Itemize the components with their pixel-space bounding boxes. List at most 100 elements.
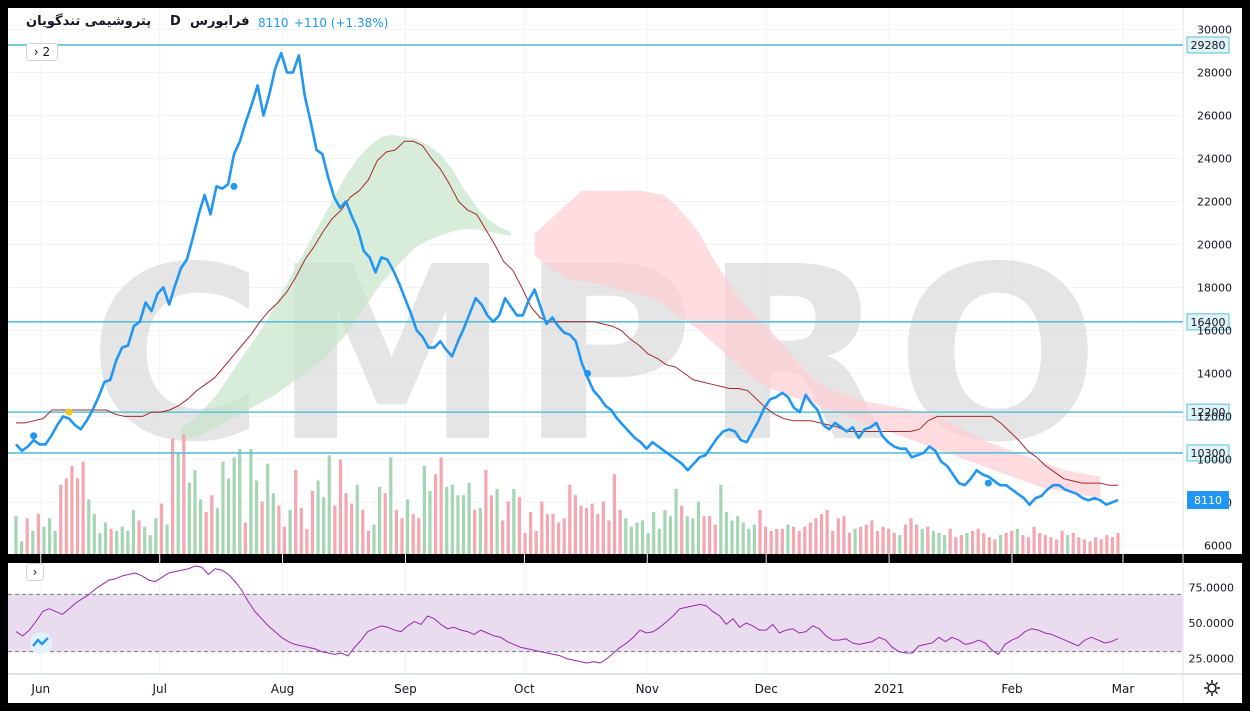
volume-bar — [1004, 533, 1008, 554]
volume-bar — [987, 537, 991, 554]
volume-bar — [892, 533, 896, 554]
y-tick-label: 14000 — [1197, 367, 1232, 380]
volume-bar — [931, 530, 936, 554]
level-price-label: 29280 — [1191, 39, 1226, 52]
volume-bar — [221, 461, 225, 554]
volume-bar — [702, 516, 706, 554]
last-price-label: 8110 — [1194, 494, 1222, 507]
volume-bar — [529, 512, 533, 554]
volume-bar — [562, 518, 566, 554]
volume-bar — [42, 526, 46, 554]
indicators-collapse-button[interactable]: › 2 — [26, 43, 58, 61]
signal-marker — [65, 408, 73, 416]
volume-bar — [92, 514, 96, 554]
volume-bar — [75, 478, 80, 554]
volume-bar — [898, 535, 902, 554]
volume-bar — [1088, 541, 1092, 554]
volume-bar — [238, 449, 242, 554]
volume-bars — [14, 434, 1120, 554]
volume-bar — [663, 509, 667, 554]
volume-bar — [970, 530, 975, 554]
volume-bar — [909, 518, 913, 554]
volume-bar — [747, 528, 751, 554]
volume-bar — [120, 526, 124, 554]
volume-bar — [305, 528, 309, 554]
rsi-series — [15, 565, 1119, 664]
volume-bar — [210, 495, 214, 554]
y-tick-label: 20000 — [1197, 238, 1232, 251]
volume-bar — [165, 524, 169, 554]
volume-bar — [545, 514, 550, 554]
y-tick-label: 16000 — [1197, 324, 1232, 337]
volume-bar — [1071, 533, 1075, 554]
volume-bar — [551, 514, 555, 554]
volume-bar — [696, 501, 701, 554]
x-tick-label: Nov — [636, 682, 659, 696]
volume-bar — [584, 507, 589, 554]
volume-bar — [903, 524, 908, 554]
volume-bar — [243, 522, 247, 554]
volume-bar — [19, 541, 24, 554]
volume-bar — [1043, 535, 1047, 554]
volume-bar — [456, 495, 460, 554]
price-series — [15, 51, 1119, 506]
volume-bar — [674, 488, 678, 554]
y-tick-label: 12000 — [1197, 410, 1232, 423]
volume-bar — [1021, 535, 1025, 554]
level-price-label: 10300 — [1191, 447, 1226, 460]
x-tick-label: Dec — [755, 682, 778, 696]
volume-bar — [557, 522, 561, 554]
symbol-name: پتروشیمی تندگویان — [26, 14, 152, 29]
volume-bar — [148, 535, 152, 554]
volume-bar — [1082, 539, 1087, 554]
x-tick-label: Jun — [30, 682, 50, 696]
volume-bar — [316, 480, 320, 554]
volume-bar — [976, 528, 980, 554]
volume-bar — [322, 497, 326, 554]
volume-bar — [769, 530, 773, 554]
volume-bar — [81, 461, 85, 554]
volume-bar — [366, 530, 371, 554]
gear-icon[interactable] — [1200, 678, 1224, 698]
cloud-bear — [534, 190, 1101, 499]
volume-bar — [394, 509, 398, 554]
volume-bar — [87, 499, 91, 554]
volume-bar — [489, 495, 494, 554]
x-tick-label: 2021 — [874, 682, 905, 696]
kijun-series — [16, 140, 1118, 486]
volume-bar — [1077, 537, 1081, 554]
volume-bar — [763, 526, 768, 554]
timeframe-label[interactable]: D — [170, 14, 181, 29]
volume-bar — [428, 491, 432, 554]
chevron-right-icon: › — [32, 565, 38, 579]
rsi-tick-label: 25.0000 — [1189, 653, 1235, 666]
volume-bar — [187, 482, 192, 554]
x-tick-label: Aug — [271, 682, 294, 696]
x-tick-label: Mar — [1112, 682, 1135, 696]
level-price-tag — [1186, 313, 1230, 331]
volume-bar — [310, 491, 315, 554]
volume-bar — [383, 493, 387, 554]
volume-bar — [831, 530, 835, 554]
volume-bar — [445, 486, 449, 554]
tradingview-logo-icon[interactable] — [26, 631, 56, 655]
volume-bar — [859, 526, 863, 554]
volume-bar — [159, 503, 164, 554]
volume-bar — [573, 495, 577, 554]
volume-bar — [137, 520, 141, 554]
volume-bar — [506, 501, 510, 554]
volume-bar — [959, 535, 963, 554]
volume-bar — [501, 520, 505, 554]
volume-bar — [25, 518, 29, 554]
rsi-toggle-button[interactable]: › — [26, 563, 44, 581]
volume-bar — [288, 509, 292, 554]
volume-bar — [333, 505, 337, 554]
volume-bar — [215, 507, 219, 554]
volume-bar — [668, 516, 673, 554]
volume-bar — [361, 509, 365, 554]
volume-bar — [954, 537, 958, 554]
time-axis-border — [8, 673, 1242, 675]
volume-bar — [350, 503, 354, 554]
